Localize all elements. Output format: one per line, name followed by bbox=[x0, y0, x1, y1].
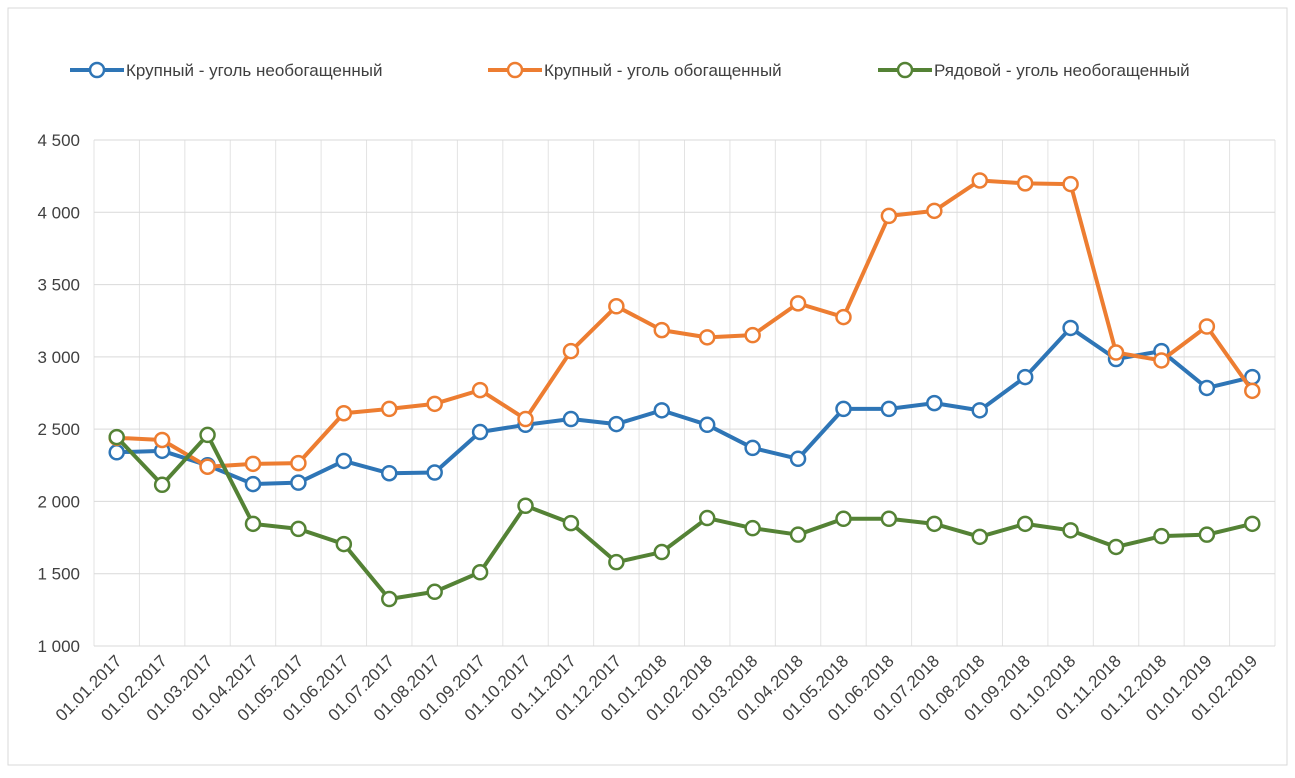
marker bbox=[1016, 175, 1034, 192]
marker bbox=[880, 207, 898, 225]
marker bbox=[789, 295, 807, 312]
marker bbox=[698, 329, 716, 346]
marker bbox=[335, 452, 353, 470]
marker bbox=[290, 474, 307, 491]
y-tick-label: 1 500 bbox=[37, 565, 80, 584]
marker bbox=[199, 426, 216, 444]
marker bbox=[426, 583, 443, 601]
marker bbox=[698, 509, 716, 527]
marker bbox=[153, 431, 171, 449]
marker bbox=[1107, 344, 1125, 361]
y-tick-label: 1 000 bbox=[37, 637, 80, 656]
y-tick-label: 4 000 bbox=[37, 203, 80, 222]
marker bbox=[381, 590, 398, 608]
marker bbox=[244, 515, 262, 533]
legend-marker bbox=[506, 61, 524, 79]
marker bbox=[1198, 526, 1216, 543]
marker bbox=[1244, 382, 1261, 400]
marker bbox=[971, 402, 988, 419]
series-line bbox=[116, 325, 1253, 487]
marker bbox=[381, 464, 398, 482]
marker bbox=[926, 515, 943, 533]
marker bbox=[471, 381, 489, 399]
marker bbox=[835, 510, 852, 528]
marker bbox=[608, 553, 625, 571]
marker bbox=[471, 564, 489, 581]
marker bbox=[653, 402, 671, 419]
marker bbox=[290, 520, 307, 538]
marker bbox=[835, 400, 852, 418]
marker bbox=[1062, 522, 1079, 539]
chart-border bbox=[7, 7, 1288, 766]
y-tick-label: 2 000 bbox=[37, 492, 80, 511]
marker bbox=[244, 475, 262, 493]
marker bbox=[789, 526, 807, 543]
marker bbox=[835, 308, 852, 326]
legend-marker bbox=[88, 61, 106, 79]
marker bbox=[517, 410, 534, 428]
marker bbox=[1107, 538, 1125, 556]
marker bbox=[1244, 515, 1261, 533]
marker bbox=[1153, 527, 1170, 545]
marker bbox=[199, 458, 216, 475]
marker bbox=[608, 415, 625, 433]
marker bbox=[608, 298, 625, 315]
marker bbox=[926, 394, 943, 412]
marker bbox=[744, 439, 761, 457]
y-tick-label: 3 000 bbox=[37, 348, 80, 367]
marker bbox=[335, 404, 353, 422]
marker bbox=[108, 444, 125, 461]
marker bbox=[1198, 318, 1216, 335]
marker bbox=[1198, 379, 1216, 397]
marker bbox=[562, 342, 580, 360]
marker bbox=[471, 423, 489, 441]
marker bbox=[789, 450, 807, 468]
marker bbox=[1016, 368, 1034, 386]
marker bbox=[381, 400, 398, 418]
legend-marker bbox=[896, 61, 914, 79]
marker bbox=[562, 514, 580, 532]
legend-label: Крупный - уголь необогащенный bbox=[126, 61, 383, 80]
legend-label: Рядовой - уголь необогащенный bbox=[934, 61, 1190, 80]
marker bbox=[426, 464, 443, 481]
marker bbox=[653, 321, 671, 339]
marker bbox=[108, 428, 125, 446]
marker bbox=[744, 326, 761, 344]
marker bbox=[1062, 175, 1079, 193]
marker bbox=[971, 172, 988, 189]
y-tick-label: 3 500 bbox=[37, 276, 80, 295]
marker bbox=[290, 454, 307, 472]
marker bbox=[971, 528, 988, 546]
marker bbox=[562, 410, 580, 428]
marker bbox=[880, 400, 898, 418]
legend-label: Крупный - уголь обогащенный bbox=[544, 61, 782, 80]
marker bbox=[153, 476, 171, 494]
marker bbox=[517, 497, 534, 515]
marker bbox=[1062, 319, 1079, 337]
marker bbox=[244, 455, 262, 473]
marker bbox=[880, 510, 898, 528]
y-tick-label: 2 500 bbox=[37, 420, 80, 439]
marker bbox=[653, 543, 671, 561]
marker bbox=[1153, 352, 1170, 369]
marker bbox=[698, 416, 716, 434]
marker bbox=[335, 535, 353, 553]
marker bbox=[744, 519, 761, 537]
y-tick-label: 4 500 bbox=[37, 131, 80, 150]
marker bbox=[426, 395, 443, 413]
marker bbox=[1016, 515, 1034, 533]
marker bbox=[926, 202, 943, 220]
